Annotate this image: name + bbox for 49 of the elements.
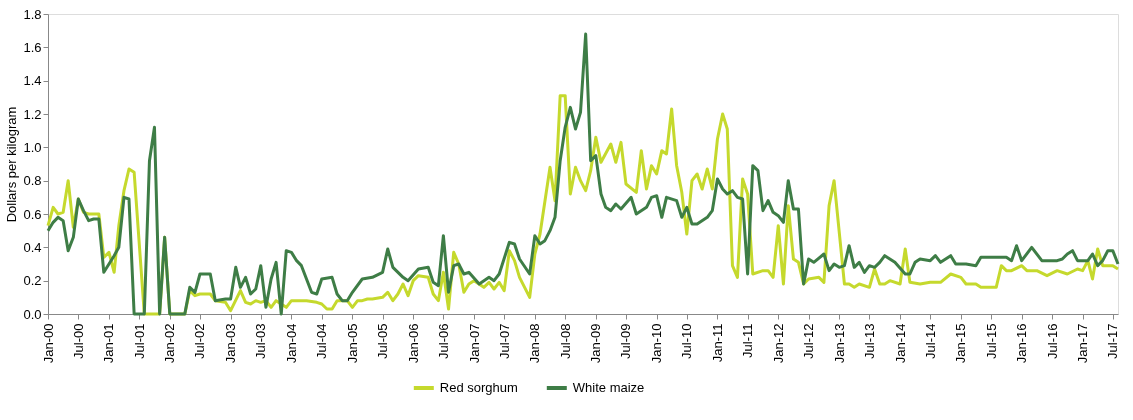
x-tick-label: Jul-16: [1044, 323, 1060, 359]
x-tick-label: Jan-12: [770, 323, 786, 364]
x-tick-label: Jul-11: [740, 323, 756, 358]
x-tick-label: Jan-03: [223, 323, 239, 364]
x-tick-label: Jul-12: [801, 323, 817, 359]
x-tick-label: Jul-01: [131, 323, 147, 359]
legend-label: Red sorghum: [439, 380, 518, 395]
y-tick-label: 1.0: [23, 139, 42, 155]
x-tick-label: Jan-04: [283, 323, 299, 364]
x-tick-label: Jul-09: [618, 323, 634, 359]
x-tick-label: Jul-10: [679, 323, 695, 359]
x-tick-label: Jul-00: [70, 323, 86, 359]
x-tick-label: Jan-10: [649, 323, 665, 364]
y-tick-label: 0.0: [23, 306, 42, 322]
x-tick-label: Jan-00: [40, 323, 56, 364]
y-tick-label: 0.6: [23, 206, 42, 222]
x-tick-label: Jul-03: [253, 323, 269, 359]
x-tick-label: Jan-15: [953, 323, 969, 364]
x-tick-label: Jul-15: [983, 323, 999, 359]
x-tick-label: Jul-07: [496, 323, 512, 359]
y-tick-label: 0.4: [23, 239, 42, 255]
x-tick-label: Jan-14: [892, 323, 908, 364]
legend-label: White maize: [572, 380, 645, 395]
y-tick-label: 1.4: [23, 73, 42, 89]
y-tick-label: 1.2: [23, 106, 42, 122]
x-tick-label: Jan-09: [588, 323, 604, 364]
x-tick-label: Jan-05: [344, 323, 360, 364]
y-tick-label: 0.8: [23, 173, 42, 189]
x-tick-label: Jul-06: [435, 323, 451, 359]
y-axis-title: Dollars per kilogram: [4, 106, 20, 223]
x-tick-label: Jan-01: [101, 323, 117, 364]
x-tick-label: Jan-06: [405, 323, 421, 364]
x-tick-label: Jul-05: [375, 323, 391, 359]
x-tick-label: Jul-14: [922, 323, 938, 359]
x-tick-label: Jul-08: [557, 323, 573, 359]
x-tick-label: Jan-11: [709, 323, 725, 363]
x-tick-label: Jul-02: [192, 323, 208, 359]
x-tick-label: Jan-07: [466, 323, 482, 364]
x-tick-label: Jan-16: [1014, 323, 1030, 364]
x-tick-label: Jul-04: [314, 323, 330, 359]
x-tick-label: Jul-17: [1105, 323, 1121, 359]
x-tick-label: Jan-13: [831, 323, 847, 364]
x-tick-label: Jul-13: [861, 323, 877, 359]
x-tick-label: Jan-02: [162, 323, 178, 364]
x-tick-label: Jan-08: [527, 323, 543, 364]
x-tick-label: Jan-17: [1075, 323, 1091, 364]
y-tick-label: 0.2: [23, 273, 42, 289]
y-tick-label: 1.6: [23, 39, 42, 55]
y-tick-label: 1.8: [23, 6, 42, 22]
